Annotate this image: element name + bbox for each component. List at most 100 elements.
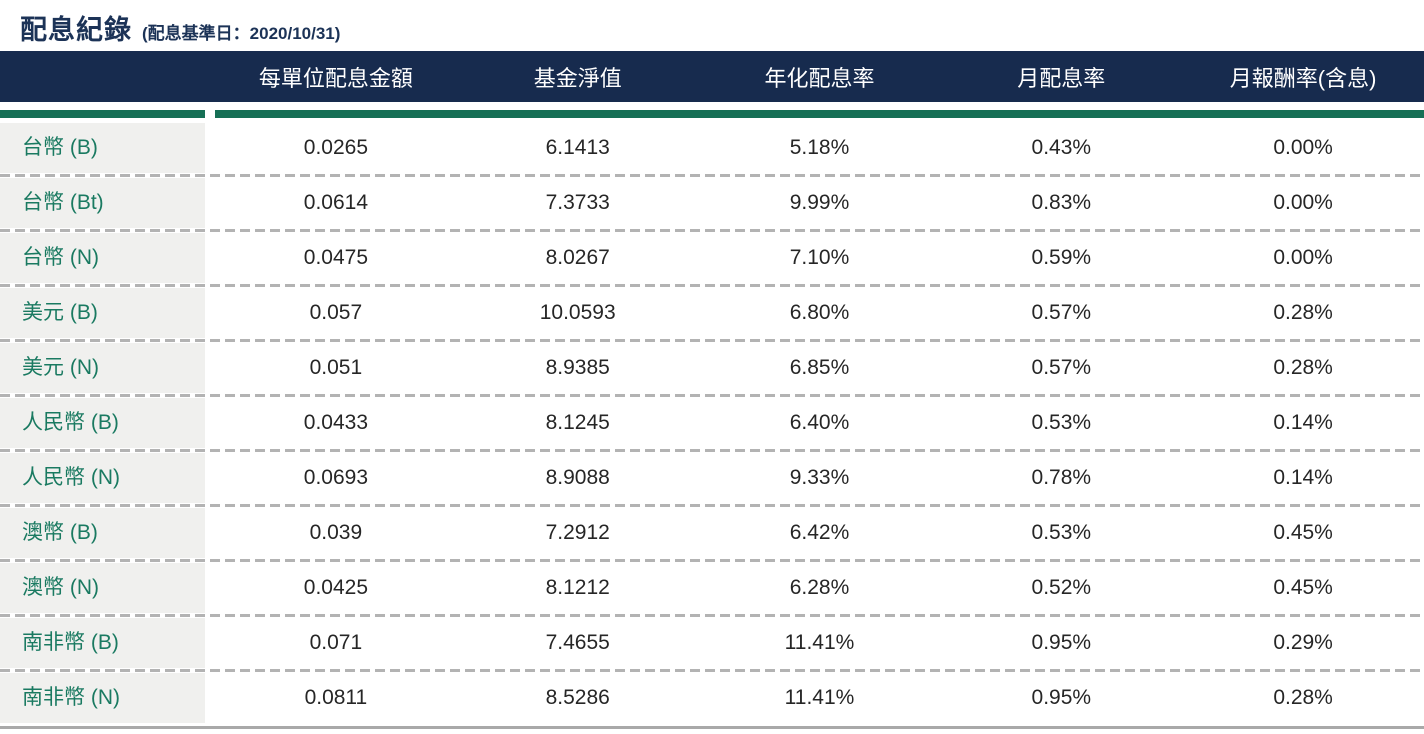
cell-value: 0.0425 xyxy=(303,576,369,599)
cell-value: 0.57% xyxy=(1031,301,1092,324)
cell-value: 0.45% xyxy=(1273,521,1333,544)
cell-value: 0.95% xyxy=(1031,686,1092,709)
cell-value: 0.57% xyxy=(1031,356,1092,379)
column-header: 基金淨值 xyxy=(533,65,622,91)
cell-value: 0.00% xyxy=(1273,136,1333,159)
row-divider xyxy=(0,503,1424,508)
cell-value: 7.10% xyxy=(789,246,850,269)
row-label: 人民幣 (N) xyxy=(0,453,205,503)
cell-value: 8.1245 xyxy=(545,411,610,434)
table-bottom-border xyxy=(0,726,1424,729)
row-divider xyxy=(0,558,1424,563)
cell-value: 0.0433 xyxy=(303,411,369,434)
row-label: 台幣 (Bt) xyxy=(0,178,205,228)
cell-value: 8.1212 xyxy=(545,576,610,599)
accent-bar-left-segment xyxy=(0,110,205,118)
accent-bar-gap xyxy=(205,110,215,118)
cell-value: 11.41% xyxy=(784,631,855,654)
cell-value: 0.28% xyxy=(1273,686,1333,709)
cell-value: 0.28% xyxy=(1273,356,1333,379)
cell-value: 0.78% xyxy=(1031,466,1092,489)
row-label: 美元 (B) xyxy=(0,288,205,338)
cell-value: 6.28% xyxy=(789,576,850,599)
cell-value: 0.95% xyxy=(1031,631,1092,654)
table-row: 台幣 (B) 0.0265 6.1413 5.18% 0.43% 0.00% xyxy=(0,123,1424,173)
row-label: 台幣 (B) xyxy=(0,123,205,173)
row-divider xyxy=(0,393,1424,398)
cell-value: 0.0811 xyxy=(304,686,368,709)
page-title: 配息紀錄 xyxy=(20,15,132,45)
cell-value: 0.14% xyxy=(1273,411,1333,434)
cell-value: 0.039 xyxy=(309,521,363,544)
cell-value: 5.18% xyxy=(789,136,850,159)
cell-value: 0.53% xyxy=(1031,521,1092,544)
cell-value: 9.33% xyxy=(789,466,850,489)
row-divider xyxy=(0,173,1424,178)
cell-value: 0.28% xyxy=(1273,301,1333,324)
cell-value: 0.29% xyxy=(1273,631,1333,654)
cell-value: 11.41% xyxy=(784,686,855,709)
cell-value: 8.9088 xyxy=(545,466,610,489)
cell-value: 8.9385 xyxy=(545,356,610,379)
row-divider xyxy=(0,228,1424,233)
row-label: 美元 (N) xyxy=(0,343,205,393)
column-header: 每單位配息金額 xyxy=(258,65,413,91)
cell-value: 0.83% xyxy=(1031,191,1092,214)
cell-value: 0.43% xyxy=(1031,136,1092,159)
column-header: 月報酬率(含息) xyxy=(1229,65,1377,91)
table-row: 澳幣 (N) 0.0425 8.1212 6.28% 0.52% 0.45% xyxy=(0,563,1424,613)
table-row: 台幣 (Bt) 0.0614 7.3733 9.99% 0.83% 0.00% xyxy=(0,178,1424,228)
cell-value: 0.0265 xyxy=(303,136,369,159)
row-label: 澳幣 (N) xyxy=(0,563,205,613)
cell-value: 7.3733 xyxy=(545,191,610,214)
record-date-subtitle: (配息基準日：2020/10/31) xyxy=(142,24,341,43)
row-divider xyxy=(0,668,1424,673)
row-label: 南非幣 (N) xyxy=(0,673,205,723)
table-header-row: 每單位配息金額 基金淨值 年化配息率 月配息率 月報酬率(含息) xyxy=(0,51,1424,102)
row-label: 南非幣 (B) xyxy=(0,618,205,668)
cell-value: 6.80% xyxy=(789,301,850,324)
cell-value: 0.0475 xyxy=(303,246,369,269)
row-label: 澳幣 (B) xyxy=(0,508,205,558)
cell-value: 6.42% xyxy=(789,521,850,544)
cell-value: 0.53% xyxy=(1031,411,1092,434)
accent-bar-right-segment xyxy=(215,110,1424,118)
table-body: 台幣 (B) 0.0265 6.1413 5.18% 0.43% 0.00% 台幣 (Bt)… xyxy=(0,123,1424,723)
cell-value: 0.00% xyxy=(1273,191,1333,214)
cell-value: 0.45% xyxy=(1273,576,1333,599)
accent-bar xyxy=(0,110,1424,118)
table-row: 人民幣 (B) 0.0433 8.1245 6.40% 0.53% 0.14% xyxy=(0,398,1424,448)
cell-value: 0.071 xyxy=(309,631,363,654)
table-row: 人民幣 (N) 0.0693 8.9088 9.33% 0.78% 0.14% xyxy=(0,453,1424,503)
cell-value: 8.0267 xyxy=(545,246,610,269)
cell-value: 0.59% xyxy=(1031,246,1092,269)
row-divider xyxy=(0,283,1424,288)
row-divider xyxy=(0,613,1424,618)
cell-value: 6.40% xyxy=(789,411,850,434)
cell-value: 10.0593 xyxy=(539,301,616,324)
table-row: 美元 (N) 0.051 8.9385 6.85% 0.57% 0.28% xyxy=(0,343,1424,393)
cell-value: 0.0614 xyxy=(303,191,369,214)
section-title-row: 配息紀錄 (配息基準日：2020/10/31) xyxy=(0,0,1424,45)
table-row: 南非幣 (B) 0.071 7.4655 11.41% 0.95% 0.29% xyxy=(0,618,1424,668)
row-label: 人民幣 (B) xyxy=(0,398,205,448)
cell-value: 9.99% xyxy=(789,191,850,214)
cell-value: 7.2912 xyxy=(545,521,610,544)
cell-value: 0.00% xyxy=(1273,246,1333,269)
column-header: 年化配息率 xyxy=(764,65,875,91)
cell-value: 0.14% xyxy=(1273,466,1333,489)
cell-value: 0.0693 xyxy=(303,466,369,489)
table-row: 美元 (B) 0.057 10.0593 6.80% 0.57% 0.28% xyxy=(0,288,1424,338)
column-header: 月配息率 xyxy=(1017,65,1106,91)
cell-value: 8.5286 xyxy=(545,686,610,709)
table-row: 澳幣 (B) 0.039 7.2912 6.42% 0.53% 0.45% xyxy=(0,508,1424,558)
cell-value: 6.85% xyxy=(789,356,850,379)
row-label: 台幣 (N) xyxy=(0,233,205,283)
cell-value: 0.52% xyxy=(1031,576,1092,599)
table-row: 南非幣 (N) 0.0811 8.5286 11.41% 0.95% 0.28% xyxy=(0,673,1424,723)
cell-value: 7.4655 xyxy=(545,631,610,654)
cell-value: 0.051 xyxy=(309,356,363,379)
row-divider xyxy=(0,448,1424,453)
cell-value: 6.1413 xyxy=(545,136,610,159)
